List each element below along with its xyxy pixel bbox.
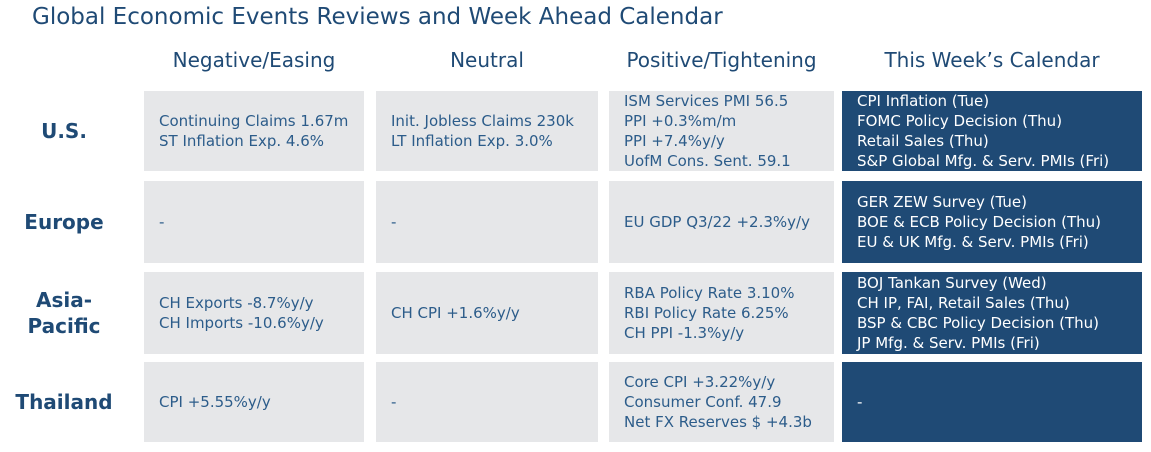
cell-line: S&P Global Mfg. & Serv. PMIs (Fri): [857, 152, 1110, 170]
cell-thailand-negative: CPI +5.55%y/y: [144, 362, 364, 442]
cell-line: Core CPI +3.22%y/y: [624, 373, 776, 391]
cell-line: RBA Policy Rate 3.10%: [624, 284, 795, 302]
cell-line: BOE & ECB Policy Decision (Thu): [857, 213, 1101, 231]
column-header-neutral: Neutral: [450, 48, 524, 72]
cell-line: GER ZEW Survey (Tue): [857, 193, 1027, 211]
cell-europe-positive: EU GDP Q3/22 +2.3%y/y: [609, 181, 834, 263]
column-header-negative: Negative/Easing: [172, 48, 336, 72]
cell-us-positive: ISM Services PMI 56.5 PPI +0.3%m/m PPI +…: [609, 91, 834, 171]
cell-europe-negative: -: [144, 181, 364, 263]
cell-line: FOMC Policy Decision (Thu): [857, 112, 1063, 130]
row-header-europe: Europe: [24, 210, 104, 234]
cell-line: CPI +5.55%y/y: [159, 393, 271, 411]
cell-europe-calendar: GER ZEW Survey (Tue) BOE & ECB Policy De…: [842, 181, 1142, 263]
cell-line: EU & UK Mfg. & Serv. PMIs (Fri): [857, 233, 1089, 251]
cell-thailand-calendar: -: [842, 362, 1142, 442]
cell-us-calendar: CPI Inflation (Tue) FOMC Policy Decision…: [842, 91, 1142, 171]
cell-line: Init. Jobless Claims 230k: [391, 112, 574, 130]
cell-line: -: [857, 393, 863, 411]
row-header-line: Asia- Pacific: [27, 288, 101, 338]
column-header-calendar: This Week’s Calendar: [884, 48, 1100, 72]
cell-line: LT Inflation Exp. 3.0%: [391, 132, 553, 150]
cell-line: -: [159, 213, 165, 231]
cell-line: ISM Services PMI 56.5: [624, 92, 789, 110]
row-header-asia-pacific: Asia- Pacific: [0, 272, 128, 354]
cell-line: PPI +7.4%y/y: [624, 132, 725, 150]
cell-line: RBI Policy Rate 6.25%: [624, 304, 789, 322]
cell-asia-positive: RBA Policy Rate 3.10% RBI Policy Rate 6.…: [609, 272, 834, 354]
cell-line: CH Exports -8.7%y/y: [159, 294, 314, 312]
cell-line: BSP & CBC Policy Decision (Thu): [857, 314, 1099, 332]
cell-asia-neutral: CH CPI +1.6%y/y: [376, 272, 598, 354]
page-title: Global Economic Events Reviews and Week …: [32, 4, 723, 30]
cell-line: CH Imports -10.6%y/y: [159, 314, 324, 332]
row-header-thailand: Thailand: [15, 390, 113, 414]
cell-thailand-positive: Core CPI +3.22%y/y Consumer Conf. 47.9 N…: [609, 362, 834, 442]
cell-line: ST Inflation Exp. 4.6%: [159, 132, 325, 150]
cell-line: CH CPI +1.6%y/y: [391, 304, 520, 322]
cell-asia-negative: CH Exports -8.7%y/y CH Imports -10.6%y/y: [144, 272, 364, 354]
cell-europe-neutral: -: [376, 181, 598, 263]
cell-line: UofM Cons. Sent. 59.1: [624, 152, 791, 170]
cell-line: CH IP, FAI, Retail Sales (Thu): [857, 294, 1070, 312]
cell-us-negative: Continuing Claims 1.67m ST Inflation Exp…: [144, 91, 364, 171]
cell-line: Retail Sales (Thu): [857, 132, 989, 150]
column-header-positive: Positive/Tightening: [626, 48, 817, 72]
cell-line: -: [391, 393, 397, 411]
cell-line: EU GDP Q3/22 +2.3%y/y: [624, 213, 810, 231]
cell-line: -: [391, 213, 397, 231]
cell-thailand-neutral: -: [376, 362, 598, 442]
cell-line: Continuing Claims 1.67m: [159, 112, 349, 130]
cell-line: BOJ Tankan Survey (Wed): [857, 274, 1047, 292]
cell-line: CPI Inflation (Tue): [857, 92, 990, 110]
cell-asia-calendar: BOJ Tankan Survey (Wed) CH IP, FAI, Reta…: [842, 272, 1142, 354]
cell-line: JP Mfg. & Serv. PMIs (Fri): [857, 334, 1040, 352]
row-header-us: U.S.: [41, 119, 87, 143]
cell-line: CH PPI -1.3%y/y: [624, 324, 745, 342]
cell-line: Net FX Reserves $ +4.3b: [624, 413, 812, 431]
cell-line: PPI +0.3%m/m: [624, 112, 737, 130]
cell-line: Consumer Conf. 47.9: [624, 393, 782, 411]
cell-us-neutral: Init. Jobless Claims 230k LT Inflation E…: [376, 91, 598, 171]
